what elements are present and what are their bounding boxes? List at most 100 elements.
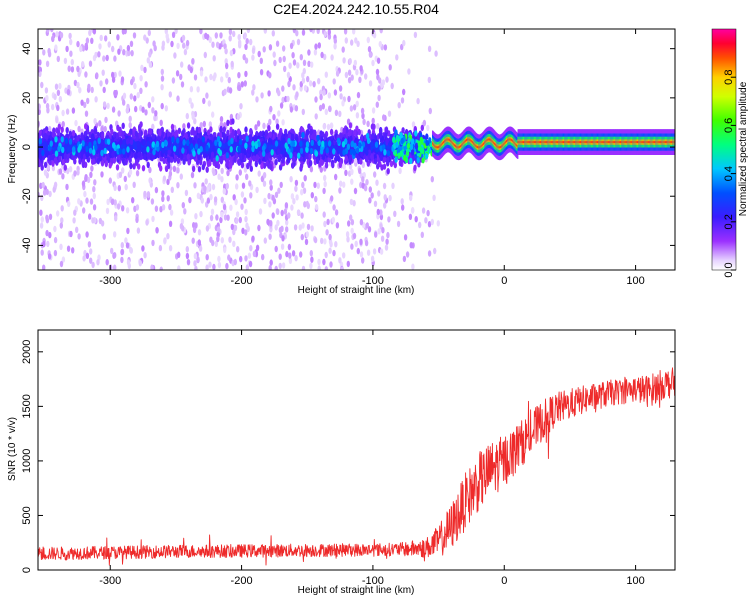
spectrogram-cell bbox=[370, 140, 374, 147]
spectrogram-cell bbox=[174, 29, 178, 35]
spectrogram-cell bbox=[84, 110, 89, 117]
spectrogram-cell bbox=[59, 222, 63, 229]
spectrogram-cell bbox=[277, 89, 281, 97]
spectrogram-cell bbox=[333, 89, 338, 96]
spectrogram-cell bbox=[318, 104, 323, 112]
spectrogram-cell bbox=[287, 243, 292, 251]
spectrogram-cell bbox=[224, 48, 228, 55]
spectrogram-cell bbox=[87, 241, 92, 248]
spectrogram-cell bbox=[106, 198, 110, 206]
spectrogram-cell bbox=[240, 81, 244, 88]
spectrogram-cell bbox=[196, 256, 200, 263]
spectrogram-cell bbox=[249, 192, 253, 199]
spectrogram-cell bbox=[426, 209, 430, 217]
spectrogram-cell bbox=[414, 130, 418, 137]
spectrogram-cell bbox=[50, 29, 54, 33]
spectrogram-cell bbox=[113, 71, 117, 79]
spectrogram-cell bbox=[125, 107, 129, 114]
spectrogram-cell bbox=[219, 216, 223, 224]
spectrogram-cell bbox=[268, 233, 272, 240]
spectrogram-cell bbox=[255, 154, 259, 161]
spectrogram-cell bbox=[118, 70, 122, 77]
spectrogram-cell bbox=[139, 87, 143, 95]
spectrogram-cell bbox=[252, 84, 256, 91]
spectrogram-cell bbox=[342, 163, 346, 170]
spectrogram-cell bbox=[302, 187, 307, 194]
spectrogram-cell bbox=[348, 128, 352, 136]
spectrogram-cell bbox=[225, 159, 229, 167]
spectrogram-cell bbox=[118, 171, 123, 178]
spectrogram-cell bbox=[56, 89, 61, 97]
spectrogram-cell bbox=[131, 197, 135, 204]
spectrogram-cell bbox=[110, 247, 114, 255]
spectrogram-cell bbox=[364, 73, 368, 80]
spectrogram-cell bbox=[193, 182, 197, 189]
spectrogram-cell bbox=[122, 49, 126, 56]
spectrogram-cell bbox=[232, 30, 236, 38]
spectrogram-cell bbox=[76, 169, 80, 176]
spectrogram-cell bbox=[248, 260, 253, 268]
spectrogram-cell bbox=[329, 122, 334, 129]
spectrogram-cell bbox=[350, 39, 354, 46]
spectrogram-cell bbox=[223, 246, 227, 254]
spectrogram-cell bbox=[189, 66, 193, 74]
spectrogram-cell bbox=[333, 37, 337, 45]
spectrogram-cell bbox=[113, 55, 117, 62]
spectrogram-cell bbox=[66, 167, 70, 175]
spectrogram-cell bbox=[100, 220, 105, 227]
spectrogram-cell bbox=[309, 128, 313, 136]
spectrogram-cell bbox=[240, 162, 245, 169]
spectrogram-cell bbox=[206, 129, 211, 136]
spectrogram-cell bbox=[65, 45, 69, 53]
spectrogram-cell bbox=[172, 145, 177, 152]
spectrogram-cell bbox=[38, 59, 42, 66]
spectrogram-cell bbox=[401, 204, 405, 211]
spectrogram-cell bbox=[414, 216, 418, 223]
spectrogram-cell bbox=[230, 137, 234, 145]
spectrogram-cell bbox=[229, 162, 233, 169]
spectrogram-cell bbox=[90, 37, 94, 44]
spectrogram-cell bbox=[384, 244, 389, 251]
spectrogram-cell bbox=[139, 121, 143, 128]
spectrogram-cell bbox=[244, 70, 248, 78]
spectrogram-cell bbox=[162, 157, 166, 164]
spectrogram-cell bbox=[180, 61, 184, 68]
spectrogram-cell bbox=[327, 92, 331, 99]
spectrogram-cell bbox=[181, 147, 185, 154]
spectrogram-cell bbox=[239, 255, 243, 263]
spectrogram-cell bbox=[368, 186, 372, 193]
spectrogram-cell bbox=[322, 258, 326, 266]
spectrogram-cell bbox=[222, 126, 226, 133]
spectrogram-cell bbox=[282, 55, 286, 63]
spectrogram-cell bbox=[48, 125, 52, 133]
spectrogram-cell bbox=[103, 125, 107, 133]
spectrogram-cell bbox=[126, 44, 131, 52]
spectrogram-cell bbox=[61, 121, 65, 128]
spectrogram-cell bbox=[376, 123, 380, 130]
spectrogram-cell bbox=[422, 119, 427, 127]
spectrogram-cell bbox=[71, 107, 76, 114]
spectrogram-cell bbox=[242, 134, 246, 141]
spectrogram-cell bbox=[76, 81, 80, 89]
spectrogram-cell bbox=[301, 29, 306, 36]
spectrogram-cell bbox=[124, 159, 128, 166]
spectrogram-cell bbox=[284, 142, 288, 149]
spectrogram-cell bbox=[212, 157, 216, 164]
spectrogram-cell bbox=[328, 247, 332, 254]
spectrogram-cell bbox=[312, 81, 316, 88]
spectrogram-cell bbox=[373, 158, 378, 165]
spectrogram-cell bbox=[135, 170, 140, 177]
spectrogram-cell bbox=[251, 54, 255, 61]
spectrogram-cell bbox=[258, 208, 263, 215]
spectrogram-cell bbox=[125, 207, 130, 214]
spectrogram-cell bbox=[338, 257, 342, 264]
spectrogram-cell bbox=[85, 252, 90, 259]
spectrogram-cell bbox=[317, 265, 321, 270]
spectrogram-cell bbox=[320, 51, 324, 59]
spectrogram-cell bbox=[252, 155, 256, 162]
spectrogram-cell bbox=[317, 78, 321, 85]
spectrogram-cell bbox=[316, 134, 320, 142]
spectrogram-cell bbox=[176, 182, 180, 189]
spectrogram-cell bbox=[165, 33, 169, 40]
